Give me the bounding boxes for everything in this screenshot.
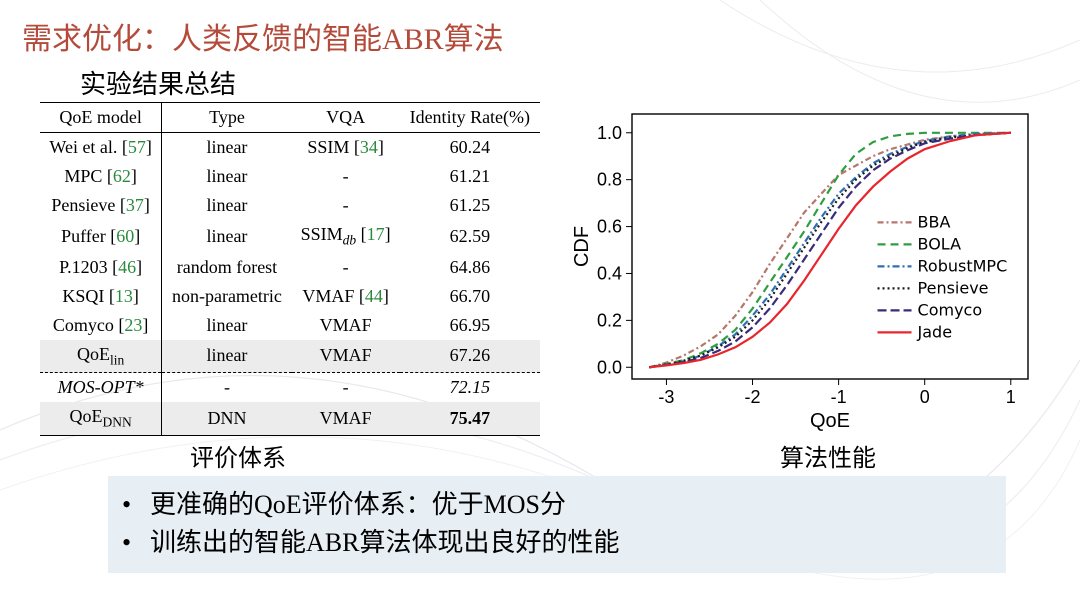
table-cell: linear: [162, 340, 292, 373]
svg-text:-1: -1: [831, 387, 847, 407]
table-cell: random forest: [162, 253, 292, 282]
bullet-1: 更准确的QoE评价体系：优于MOS分: [150, 486, 566, 524]
table-header: QoE model: [40, 103, 162, 133]
table-cell: linear: [162, 311, 292, 340]
table-row: Pensieve [37]linear-61.25: [40, 191, 540, 220]
table-cell: -: [292, 191, 400, 220]
svg-text:-3: -3: [658, 387, 674, 407]
table-row: P.1203 [46]random forest-64.86: [40, 253, 540, 282]
table-header: VQA: [292, 103, 400, 133]
table-cell: P.1203 [46]: [40, 253, 162, 282]
table-cell: VMAF: [292, 340, 400, 373]
table-cell: VMAF: [292, 311, 400, 340]
table-cell: MPC [62]: [40, 162, 162, 191]
table-cell: linear: [162, 191, 292, 220]
table-row: Wei et al. [57]linearSSIM [34]60.24: [40, 133, 540, 163]
table-cell: QoElin: [40, 340, 162, 373]
table-cell: 61.25: [400, 191, 540, 220]
table-cell: non-parametric: [162, 282, 292, 311]
svg-text:BBA: BBA: [918, 212, 951, 231]
caption-left: 评价体系: [190, 438, 286, 473]
table-cell: linear: [162, 133, 292, 163]
table-row: MPC [62]linear-61.21: [40, 162, 540, 191]
table-header: Type: [162, 103, 292, 133]
svg-text:Comyco: Comyco: [918, 300, 983, 319]
table-cell: linear: [162, 162, 292, 191]
slide-subtitle: 实验结果总结: [80, 64, 236, 101]
table-cell: SSIM [34]: [292, 133, 400, 163]
cdf-chart: -3 -2 -1 0 1 0.0 0.2 0.4 0.6 0.8 1.0 QoE CDF BBA BOLA R…: [570, 100, 1040, 435]
table-cell: 64.86: [400, 253, 540, 282]
svg-text:Pensieve: Pensieve: [918, 278, 989, 297]
svg-text:RobustMPC: RobustMPC: [918, 256, 1008, 275]
svg-text:0.6: 0.6: [597, 217, 622, 237]
table-cell: -: [292, 162, 400, 191]
table-cell: 67.26: [400, 340, 540, 373]
svg-text:0.4: 0.4: [597, 263, 622, 283]
svg-text:0.2: 0.2: [597, 310, 622, 330]
table-cell: -: [292, 253, 400, 282]
table-row-mos: MOS-OPT*--72.15: [40, 373, 540, 403]
table-cell: Pensieve [37]: [40, 191, 162, 220]
table-cell: 66.70: [400, 282, 540, 311]
svg-text:1: 1: [1006, 387, 1016, 407]
svg-text:1.0: 1.0: [597, 123, 622, 143]
table-row: QoElinlinearVMAF67.26: [40, 340, 540, 373]
svg-text:BOLA: BOLA: [918, 234, 962, 253]
table-cell: KSQI [13]: [40, 282, 162, 311]
table-cell: VMAF [44]: [292, 282, 400, 311]
table-header: Identity Rate(%): [400, 103, 540, 133]
slide-root: 需求优化：人类反馈的智能ABR算法 实验结果总结 QoE modelTypeVQ…: [0, 0, 1080, 610]
table-cell: Wei et al. [57]: [40, 133, 162, 163]
qoe-table: QoE modelTypeVQAIdentity Rate(%) Wei et …: [40, 102, 540, 436]
svg-text:QoE: QoE: [810, 410, 850, 432]
table-cell: 61.21: [400, 162, 540, 191]
table-cell: 66.95: [400, 311, 540, 340]
table-cell: SSIMdb [17]: [292, 220, 400, 253]
table-cell: 62.59: [400, 220, 540, 253]
table-cell: Comyco [23]: [40, 311, 162, 340]
table-cell: linear: [162, 220, 292, 253]
table-row: Comyco [23]linearVMAF66.95: [40, 311, 540, 340]
bullet-box: •更准确的QoE评价体系：优于MOS分 •训练出的智能ABR算法体现出良好的性能: [108, 476, 1006, 573]
svg-text:Jade: Jade: [917, 322, 953, 341]
svg-text:0: 0: [920, 387, 930, 407]
table-row: KSQI [13]non-parametricVMAF [44]66.70: [40, 282, 540, 311]
caption-right: 算法性能: [780, 438, 876, 473]
table-row: Puffer [60]linearSSIMdb [17]62.59: [40, 220, 540, 253]
slide-title: 需求优化：人类反馈的智能ABR算法: [22, 14, 504, 58]
table-cell: Puffer [60]: [40, 220, 162, 253]
table-cell: 60.24: [400, 133, 540, 163]
table-row-dnn: QoEDNNDNNVMAF75.47: [40, 402, 540, 435]
svg-text:0.8: 0.8: [597, 170, 622, 190]
svg-text:-2: -2: [745, 387, 761, 407]
bullet-2: 训练出的智能ABR算法体现出良好的性能: [150, 524, 619, 562]
svg-text:0.0: 0.0: [597, 357, 622, 377]
svg-text:CDF: CDF: [571, 226, 593, 267]
